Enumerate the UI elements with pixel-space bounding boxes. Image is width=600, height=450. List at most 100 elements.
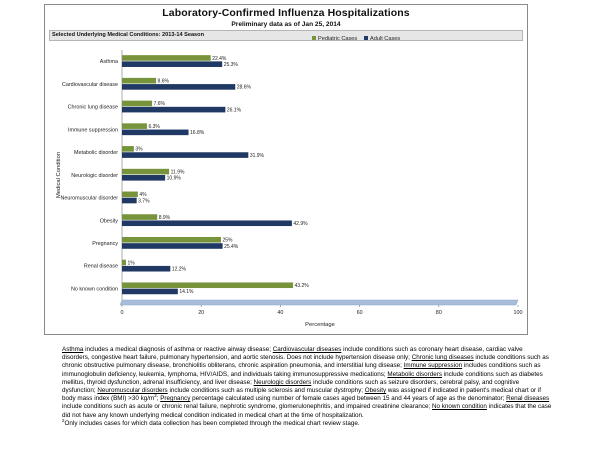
legend-swatch: [312, 36, 316, 40]
data-label-pediatric: 7.6%: [154, 101, 166, 107]
category-label: Renal disease: [84, 264, 118, 270]
bar-adult: [122, 197, 137, 204]
data-label-pediatric: 8.9%: [159, 215, 171, 221]
data-label-adult: 42.9%: [293, 221, 308, 227]
bar-adult: [122, 220, 292, 227]
data-label-adult: 3.7%: [138, 198, 150, 204]
bar-adult: [122, 265, 171, 272]
bar-adult: [122, 61, 223, 67]
x-tick-label: 40: [277, 310, 283, 316]
bar-pediatric: [122, 214, 158, 220]
data-label-pediatric: 3%: [135, 147, 143, 153]
category-label: Chronic lung disease: [68, 105, 118, 111]
data-label-adult: 10.9%: [167, 176, 182, 182]
footnote-note-2-text: Only includes cases for which data colle…: [64, 419, 360, 427]
footnote-term-obesity: Obesity: [364, 387, 387, 395]
footnote-term-no-known: No known condition: [431, 403, 487, 411]
chart-subtitle: Preliminary data as of Jan 25, 2014: [231, 21, 341, 28]
bar-pediatric: [122, 191, 138, 198]
footnote-text-no-known: indicates that the case did not have any…: [62, 403, 552, 419]
footnote-text-neuromuscular: include conditions such as multiple scle…: [167, 387, 365, 395]
footnote-term-renal: Renal diseases: [506, 395, 550, 403]
footnote-text-metabolic: include conditions such as diabetes mell…: [62, 370, 543, 386]
footnote-text-obesity: was assigned if indicated in patient's m…: [62, 387, 541, 403]
bar-adult: [122, 175, 166, 181]
footnote-term-asthma: Asthma: [62, 346, 84, 353]
bar-adult: [122, 243, 223, 249]
data-label-pediatric: 6.3%: [148, 124, 160, 130]
x-axis-title: Percentage: [305, 322, 335, 328]
bar-pediatric: [122, 236, 221, 243]
footnote-term-cardiovascular: Cardiovascular diseases: [272, 346, 342, 353]
category-label: Neurologic disorder: [71, 173, 118, 179]
x-tick-label: 20: [198, 310, 204, 316]
bar-pediatric: [122, 100, 153, 107]
bar-pediatric: [122, 55, 211, 61]
footnote-term-neurologic: Neurologic disorders: [253, 378, 312, 386]
category-label: Immune suppression: [68, 127, 118, 133]
x-axis-floor: [119, 299, 519, 306]
footnote: Asthma includes a medical diagnosis of a…: [62, 346, 552, 428]
bar-adult: [122, 288, 178, 295]
panel-header-text: Selected Underlying Medical Conditions: …: [52, 32, 205, 38]
x-tick-label: 0: [121, 310, 124, 316]
category-label: Metabolic disorder: [74, 150, 118, 156]
footnote-term-neuromuscular: Neuromuscular disorders: [97, 387, 168, 395]
legend-label: Adult Cases: [370, 36, 400, 42]
footnote-text-asthma: includes a medical diagnosis of asthma o…: [83, 346, 273, 353]
footnote-text-chronic-lung: include conditions such as chronic obstr…: [62, 354, 549, 370]
data-label-pediatric: 43.2%: [295, 283, 310, 289]
category-label: No known condition: [71, 286, 118, 292]
data-label-pediatric: 1%: [127, 260, 135, 266]
data-label-pediatric: 4%: [139, 192, 147, 198]
footnote-text-renal: include conditions such as acute or chro…: [62, 403, 432, 411]
bar-pediatric: [122, 146, 134, 152]
category-label: Asthma: [100, 59, 118, 65]
footnote-obesity-superscript: 2: [154, 393, 157, 399]
legend-swatch: [364, 36, 368, 40]
data-label-pediatric: 11.9%: [171, 169, 185, 175]
bar-pediatric: [122, 123, 147, 129]
data-label-adult: 16.8%: [190, 130, 205, 136]
bar-pediatric: [122, 282, 294, 289]
footnote-text-immune: includes conditions such as immunoglobul…: [62, 362, 541, 378]
category-label: Neuromuscular disorder: [60, 196, 118, 202]
data-label-adult: 14.1%: [179, 289, 194, 295]
data-label-adult: 12.2%: [172, 267, 187, 273]
x-tick-label: 80: [436, 310, 442, 316]
bar-chart: 0 20 40 60 80 100 Percentage Medical Condition P…: [56, 36, 523, 328]
data-label-adult: 25.4%: [224, 244, 239, 250]
panel-header: Selected Underlying Medical Conditions: …: [49, 30, 523, 41]
data-label-adult: 25.3%: [224, 62, 239, 68]
chart-title: Laboratory-Confirmed Influenza Hospitali…: [162, 7, 410, 19]
data-label-pediatric: 8.6%: [158, 78, 170, 84]
footnote-text-pregnancy: percentage calculated using number of fe…: [190, 395, 507, 403]
footnote-obesity-end: ;: [156, 395, 161, 403]
category-label: Pregnancy: [92, 241, 118, 247]
footnote-term-chronic-lung: Chronic lung diseases: [411, 354, 474, 362]
y-axis-title: Medical Condition: [56, 152, 62, 198]
footnote-term-immune: Immune suppression: [403, 362, 463, 370]
x-tick-label: 100: [514, 310, 523, 316]
bar-pediatric: [122, 168, 170, 175]
footnote-text-neurologic: include conditions such as seizure disor…: [62, 378, 520, 395]
legend-label: Pediatric Cases: [318, 36, 357, 42]
category-label: Obesity: [100, 218, 119, 224]
data-label-adult: 26.1%: [227, 107, 242, 113]
footnote-note-2: 2Only includes cases for which data coll…: [62, 418, 552, 428]
x-tick-label: 60: [357, 310, 363, 316]
category-label: Cardiovascular disease: [62, 82, 118, 88]
footnote-term-metabolic: Metabolic disorders: [387, 370, 442, 378]
data-label-pediatric: 22.4%: [212, 56, 227, 62]
data-label-adult: 28.6%: [237, 85, 252, 91]
data-label-adult: 31.9%: [250, 153, 265, 159]
bar-adult: [122, 152, 249, 158]
footnote-term-pregnancy: Pregnancy: [160, 395, 191, 403]
footnote-text-cardiovascular: include conditions such as coronary hear…: [62, 346, 523, 362]
bar-adult: [122, 106, 226, 113]
bar-pediatric: [122, 259, 126, 266]
bar-adult: [122, 129, 189, 136]
bar-pediatric: [122, 77, 157, 84]
data-label-pediatric: 25%: [223, 238, 234, 244]
